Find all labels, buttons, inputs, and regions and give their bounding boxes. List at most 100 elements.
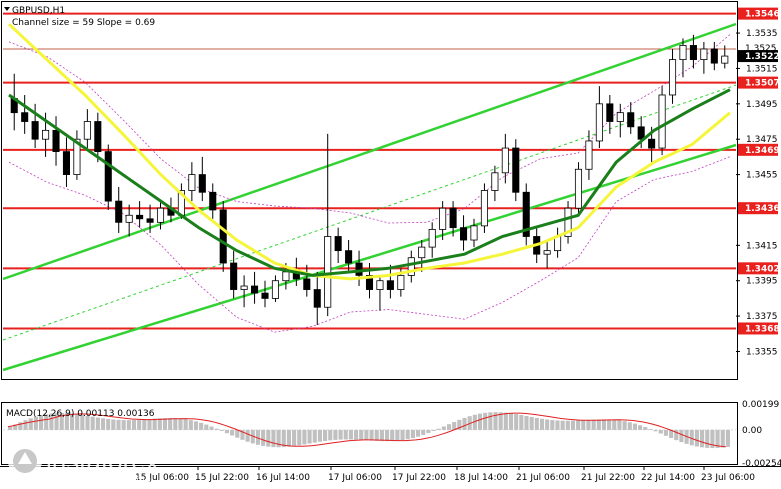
macd-bar <box>715 429 720 448</box>
macd-bar <box>173 418 178 430</box>
macd-bar <box>529 416 534 430</box>
candle-body <box>42 129 50 140</box>
macd-bar <box>410 429 415 439</box>
macd-bar <box>591 419 596 430</box>
macd-bar <box>75 414 80 430</box>
macd-bar <box>457 419 462 430</box>
candle-body <box>627 112 635 128</box>
macd-bar <box>230 429 235 436</box>
macd-bar <box>168 418 173 430</box>
macd-bar <box>555 420 560 430</box>
symbol-label: GBPUSD,H1 <box>12 6 65 16</box>
candle-body <box>313 289 321 308</box>
macd-bar <box>576 420 581 430</box>
macd-bar <box>415 429 421 437</box>
macd-bar <box>700 429 705 448</box>
macd-bar <box>183 419 188 430</box>
macd-bar <box>95 417 100 430</box>
candle-body <box>136 214 144 220</box>
macd-bar <box>632 423 638 430</box>
candle-body <box>83 121 91 140</box>
macd-bar <box>725 429 730 447</box>
macd-bar <box>596 419 601 430</box>
channel-lower-line <box>2 143 737 372</box>
candle-body <box>345 250 353 264</box>
collapse-arrow-icon[interactable] <box>4 7 10 11</box>
macd-bar <box>214 428 219 430</box>
candle-body <box>355 262 363 276</box>
macd-bar <box>323 429 328 441</box>
price-channel <box>2 22 737 372</box>
macd-bar <box>69 413 75 430</box>
channel-info-label: Channel size = 59 Slope = 0.69 <box>12 18 155 28</box>
candle-body <box>251 285 259 294</box>
y-tick-label: 1.3375 <box>746 312 778 322</box>
y-tick-label: 1.3535 <box>746 29 778 39</box>
candle-body <box>62 151 71 175</box>
macd-bar <box>348 429 353 440</box>
macd-bar <box>199 422 204 430</box>
macd-bar <box>266 429 271 447</box>
macd-bar <box>612 419 617 430</box>
y-tick-label: 1.3455 <box>746 171 778 181</box>
candle-body <box>146 218 154 223</box>
macd-bar <box>669 429 674 439</box>
level-price-label: 1.3368 <box>745 324 780 334</box>
main-panel-frame <box>1 1 738 380</box>
macd-bar <box>581 420 586 430</box>
candle-body <box>188 174 196 191</box>
candle-body <box>21 112 29 122</box>
macd-bar <box>421 429 426 435</box>
candle-body <box>73 138 81 175</box>
level-price-tag <box>738 143 778 156</box>
macd-bar <box>147 419 152 430</box>
channel-upper-line <box>2 22 737 281</box>
candle-body <box>637 126 645 140</box>
current-price-tag <box>738 50 778 63</box>
x-tick-label: 17 Jul 06:00 <box>328 473 382 483</box>
level-price-label: 1.3546 <box>745 10 780 20</box>
macd-bar <box>431 429 436 431</box>
candle-body <box>115 200 123 223</box>
macd-bar <box>80 414 85 430</box>
candle-body <box>418 246 426 259</box>
macd-bar <box>193 421 199 430</box>
macd-bar <box>426 429 431 434</box>
macd-bar <box>663 429 668 436</box>
macd-bar <box>498 412 503 430</box>
macd-bar <box>653 429 658 432</box>
macd-bar <box>245 429 250 442</box>
macd-bar <box>8 426 13 430</box>
y-tick-label: 1.3395 <box>746 277 778 287</box>
candle-body <box>522 191 530 237</box>
macd-bar <box>224 429 230 434</box>
macd-bar <box>59 413 64 430</box>
macd-bar <box>297 429 302 446</box>
candle-body <box>303 278 311 290</box>
macd-bar <box>255 429 261 445</box>
level-price-label: 1.3507 <box>745 79 780 89</box>
macd-bar <box>44 414 49 430</box>
macd-bar <box>477 413 483 430</box>
macd-bar <box>607 419 612 430</box>
macd-bar <box>328 429 333 441</box>
level-price-tag <box>738 76 778 89</box>
macd-bar <box>142 419 147 430</box>
candle-body <box>324 236 332 308</box>
macd-bar <box>472 414 477 430</box>
candle-body <box>543 250 551 255</box>
candle-body <box>104 151 112 202</box>
macd-bar <box>18 422 23 430</box>
macd-bar <box>379 429 384 442</box>
macd-bar <box>627 422 632 430</box>
macd-bar <box>601 419 607 430</box>
price-axis: 1.3546 1.3507 1.3469 1.3436 1.3402 1.3368 1.35… <box>736 7 780 357</box>
x-tick-label: 23 Jul 06:00 <box>701 473 755 483</box>
macd-bar <box>54 413 59 430</box>
macd-bar <box>137 419 142 430</box>
candle-body <box>710 48 718 64</box>
macd-bar <box>565 420 570 430</box>
y-tick-label: 1.3515 <box>746 64 778 74</box>
macd-bar <box>720 429 725 448</box>
